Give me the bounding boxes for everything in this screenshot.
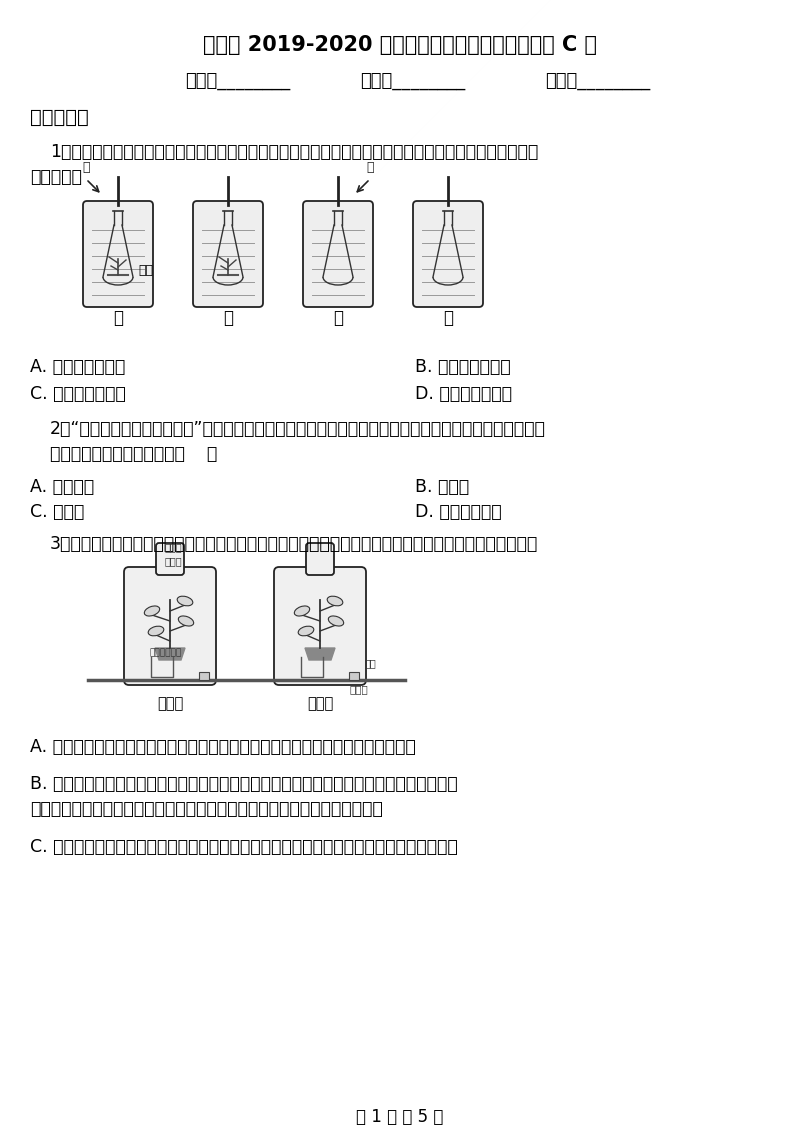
FancyBboxPatch shape (303, 201, 373, 307)
FancyBboxPatch shape (199, 672, 209, 680)
Text: 玻璃板: 玻璃板 (350, 684, 369, 694)
FancyBboxPatch shape (413, 201, 483, 307)
Text: B. 暗处理后将甲、乙装置放在光下照射几小时，从甲装置和乙装置中各取一片叶，经酒精脱: B. 暗处理后将甲、乙装置放在光下照射几小时，从甲装置和乙装置中各取一片叶，经酒… (30, 775, 458, 794)
FancyBboxPatch shape (124, 567, 216, 685)
Text: 玻璃罩: 玻璃罩 (165, 542, 182, 552)
Ellipse shape (144, 606, 160, 616)
Text: 1．证明在有光条件下氧气是否由绳色植物释放出来的实验装置，证明光是植物进行光合作用的条件的实验: 1．证明在有光条件下氧气是否由绳色植物释放出来的实验装置，证明光是植物进行光合作… (50, 143, 538, 161)
Polygon shape (155, 648, 185, 660)
Polygon shape (305, 648, 335, 660)
Text: D. 甲与乙，丙与丁: D. 甲与乙，丙与丁 (415, 385, 512, 403)
Ellipse shape (177, 597, 193, 606)
Text: 清水: 清水 (365, 658, 377, 668)
Text: A. 细胞结构: A. 细胞结构 (30, 478, 94, 496)
Text: 2．“得了灰指甲，一个传染俩”。灰指甲学名甲韣，是一种由真菌感染而引起的疾病。真菌细胞与细菌相比: 2．“得了灰指甲，一个传染俩”。灰指甲学名甲韣，是一种由真菌感染而引起的疾病。真… (50, 420, 546, 438)
Ellipse shape (148, 626, 164, 636)
Text: C. 细胞质: C. 细胞质 (30, 503, 84, 521)
Text: A. 实验前将甲、乙两个装置放在黑暗处一昼夜，目的是将叶片内的淠粉运走耗尽。: A. 实验前将甲、乙两个装置放在黑暗处一昼夜，目的是将叶片内的淠粉运走耗尽。 (30, 738, 416, 756)
Text: 氮氧化钔溶液: 氮氧化钔溶液 (149, 648, 182, 657)
Text: D. 成形的细胞核: D. 成形的细胞核 (415, 503, 502, 521)
Text: 一、单选题: 一、单选题 (30, 108, 89, 127)
Text: C. 如果乙装置中的清水换成澄清的石灰水，要使澄清的石灰水变混浊，乙装置必须放在黑暗: C. 如果乙装置中的清水换成澄清的石灰水，要使澄清的石灰水变混浊，乙装置必须放在… (30, 838, 458, 856)
Text: 姓名：________: 姓名：________ (185, 72, 290, 91)
FancyBboxPatch shape (349, 672, 359, 680)
Text: 乙: 乙 (223, 309, 233, 327)
FancyBboxPatch shape (274, 567, 366, 685)
Text: A. 甲与丙，甲与乙: A. 甲与丙，甲与乙 (30, 358, 126, 376)
Text: C. 甲与乙，甲与丙: C. 甲与乙，甲与丙 (30, 385, 126, 403)
Text: 成绩：________: 成绩：________ (545, 72, 650, 91)
FancyBboxPatch shape (156, 543, 184, 575)
FancyBboxPatch shape (83, 201, 153, 307)
Ellipse shape (178, 616, 194, 626)
Ellipse shape (294, 606, 310, 616)
Text: B. 细胞膜: B. 细胞膜 (415, 478, 469, 496)
FancyBboxPatch shape (193, 201, 263, 307)
Text: 丁: 丁 (443, 309, 453, 327)
Text: 甲装置: 甲装置 (157, 696, 183, 711)
Text: 甲: 甲 (113, 309, 123, 327)
Text: 乙装置: 乙装置 (307, 696, 333, 711)
Text: 长沙市 2019-2020 学年九年级下学期一模生物试题 C 卷: 长沙市 2019-2020 学年九年级下学期一模生物试题 C 卷 (203, 35, 597, 55)
Text: 色后，滴加砥液，变蓝色的是乙装置中的叶片。此实验中的变量是氢氧化钔。: 色后，滴加砥液，变蓝色的是乙装置中的叶片。此实验中的变量是氢氧化钔。 (30, 800, 382, 818)
Ellipse shape (298, 626, 314, 636)
Text: 第 1 页 共 5 页: 第 1 页 共 5 页 (356, 1108, 444, 1126)
Ellipse shape (328, 616, 344, 626)
Text: 植物: 植物 (138, 265, 153, 277)
Text: 班级：________: 班级：________ (360, 72, 466, 91)
Ellipse shape (327, 597, 343, 606)
Text: 结构上最主要的区别是具有（    ）: 结构上最主要的区别是具有（ ） (50, 445, 218, 463)
Text: 光: 光 (82, 161, 90, 174)
Text: B. 甲与丁，乙与丙: B. 甲与丁，乙与丙 (415, 358, 510, 376)
FancyBboxPatch shape (306, 543, 334, 575)
Text: 塑料袋: 塑料袋 (165, 556, 182, 566)
Text: 丙: 丙 (333, 309, 343, 327)
Text: 装置分别是: 装置分别是 (30, 168, 82, 186)
Text: 3．某生物兴趣小组的同学为研究植物的生命活动，设计了以下实验装置，请据图分析下列选项错误的是：: 3．某生物兴趣小组的同学为研究植物的生命活动，设计了以下实验装置，请据图分析下列… (50, 535, 538, 554)
Text: 光: 光 (366, 161, 374, 174)
